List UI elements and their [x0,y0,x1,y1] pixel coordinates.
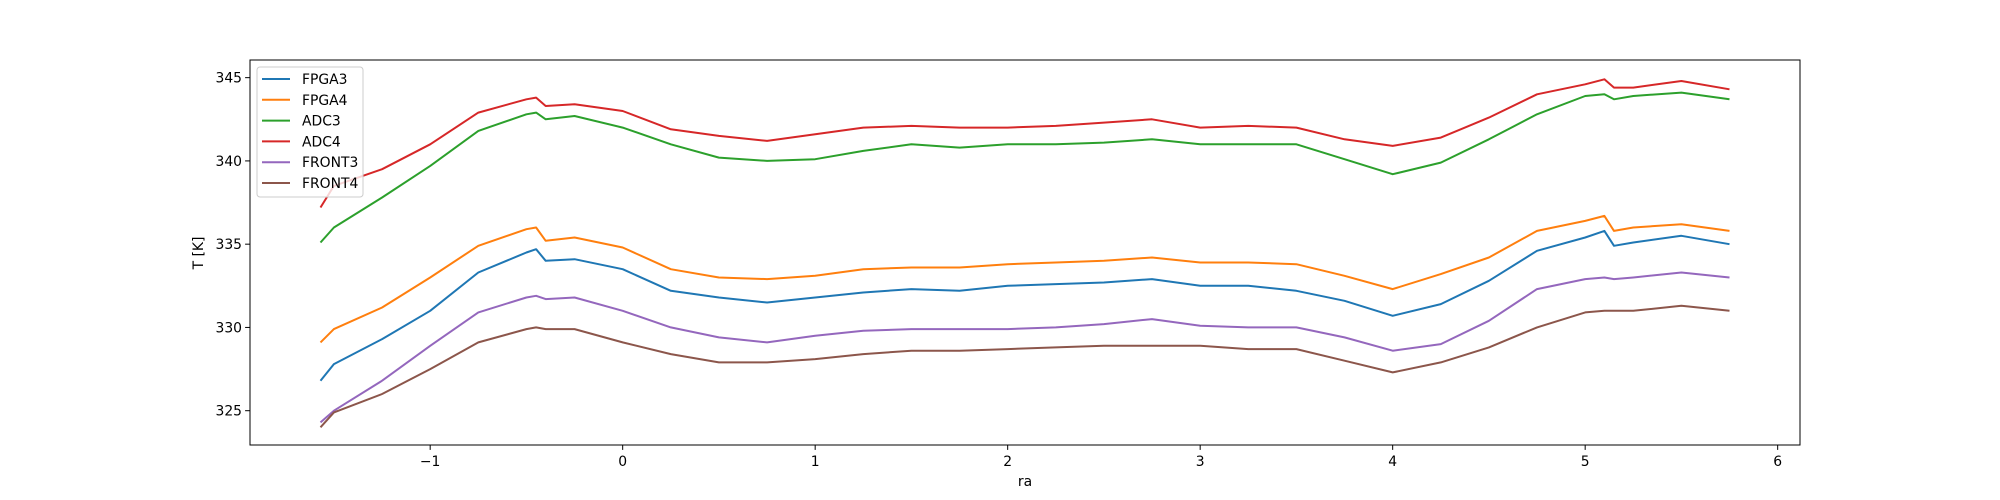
x-axis-label: ra [1018,474,1032,490]
series-line-fpga3 [319,229,1730,382]
x-tick-label: 0 [618,454,627,470]
x-tick-label: 1 [811,454,820,470]
legend-label-fpga4: FPGA4 [302,93,348,109]
y-axis-label: T [K] [191,237,207,271]
x-tick-label: 2 [1003,454,1012,470]
series-line-adc3 [319,91,1730,244]
x-tick-label: 3 [1196,454,1205,470]
legend-label-front4: FRONT4 [302,176,358,192]
legend-label-front3: FRONT3 [302,155,358,171]
x-tick-label: 4 [1388,454,1397,470]
y-tick-label: 325 [215,404,242,420]
series-line-front3 [319,271,1730,424]
series-line-front4 [319,304,1730,428]
series-line-adc4 [319,78,1730,209]
plot-frame [249,59,1801,446]
series-layer [319,78,1730,428]
y-axis: 325 330 335 340 345 [215,71,250,420]
x-axis: −1 0 1 2 3 4 5 6 [420,445,1782,470]
y-tick-label: 340 [215,154,242,170]
x-tick-label: −1 [420,454,440,470]
y-tick-label: 335 [215,237,242,253]
y-tick-label: 330 [215,320,242,336]
y-tick-label: 345 [215,71,242,87]
legend-label-adc4: ADC4 [302,134,341,150]
legend-label-fpga3: FPGA3 [302,72,347,88]
x-tick-label: 5 [1581,454,1590,470]
legend-label-adc3: ADC3 [302,114,341,130]
series-line-fpga4 [319,214,1730,344]
legend: FPGA3 FPGA4 ADC3 ADC4 FRONT3 FRONT4 [256,66,364,198]
x-tick-label: 6 [1773,454,1782,470]
